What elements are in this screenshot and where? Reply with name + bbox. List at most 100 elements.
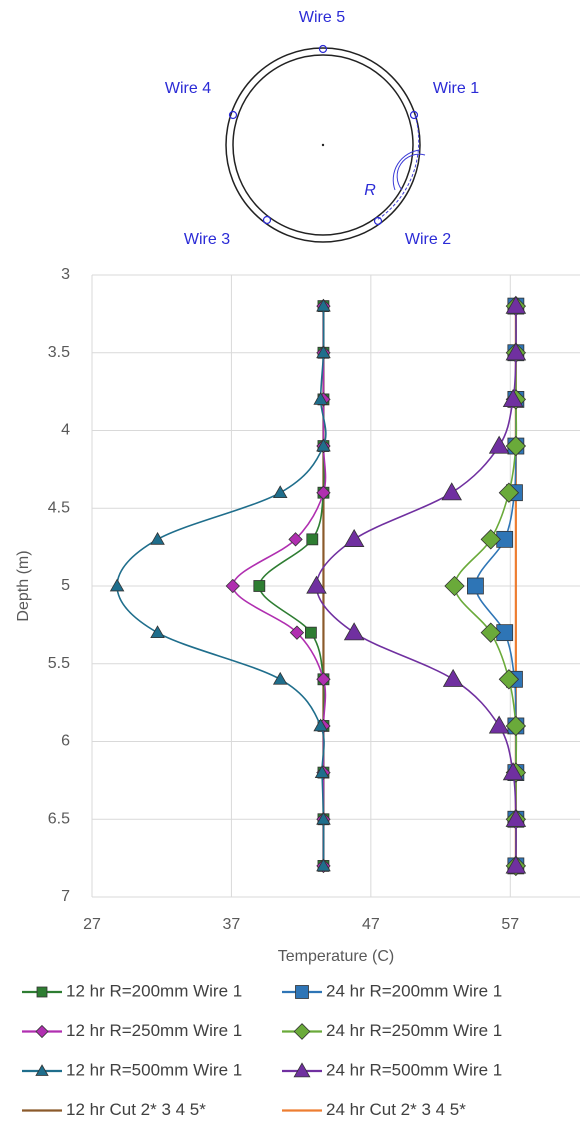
marker (150, 625, 165, 638)
marker (505, 855, 527, 874)
outer-ring (225, 47, 421, 243)
legend-item: 12 hr R=500mm Wire 1 (22, 1060, 242, 1079)
marker (505, 295, 527, 314)
x-tick-label: 37 (223, 916, 241, 933)
series (306, 295, 527, 874)
x-tick-label: 57 (501, 916, 519, 933)
y-tick-label: 4.5 (48, 499, 70, 516)
marker (288, 532, 303, 547)
wire-label: Wire 2 (405, 231, 451, 248)
y-tick-label: 6 (61, 733, 70, 750)
legend-item: 24 hr R=200mm Wire 1 (282, 981, 502, 1000)
wire-marker (228, 110, 238, 120)
marker (316, 485, 331, 500)
wire-label: Wire 4 (165, 80, 211, 97)
legend: 12 hr R=200mm Wire 1 24 hr R=200mm Wire 1… (22, 981, 502, 1119)
marker (316, 345, 331, 359)
center (321, 143, 325, 147)
wire-label: Wire 3 (184, 231, 230, 248)
legend-label: 12 hr R=250mm Wire 1 (66, 1021, 242, 1040)
y-tick-label: 7 (61, 888, 70, 905)
marker (316, 438, 331, 452)
legend-item: 12 hr R=250mm Wire 1 (22, 1021, 242, 1040)
marker (306, 533, 319, 546)
legend-item: 24 hr R=500mm Wire 1 (282, 1060, 502, 1079)
marker (36, 986, 48, 998)
marker (306, 575, 327, 594)
marker (343, 622, 365, 641)
marker (35, 1024, 49, 1039)
wire-label: Wire 5 (299, 9, 345, 26)
legend-item: 24 hr R=250mm Wire 1 (282, 1021, 502, 1040)
legend-label: 24 hr R=500mm Wire 1 (326, 1060, 502, 1079)
marker (253, 580, 266, 592)
marker (272, 485, 288, 499)
marker (498, 669, 520, 690)
marker (480, 529, 501, 550)
marker (498, 482, 520, 503)
grid (91, 274, 580, 898)
marker (316, 672, 331, 687)
y-tick-label: 5.5 (48, 655, 70, 672)
legend-label: 12 hr R=500mm Wire 1 (66, 1060, 242, 1079)
marker (272, 671, 288, 685)
marker (35, 1064, 49, 1076)
wire-marker (262, 215, 272, 225)
marker (505, 808, 527, 827)
legend-item: 12 hr Cut 2* 3 4 5* (22, 1100, 206, 1119)
marker (480, 622, 501, 643)
legend-item: 12 hr R=200mm Wire 1 (22, 981, 242, 1000)
y-tick-label: 3.5 (48, 344, 70, 361)
wire-marker (409, 110, 419, 120)
inner-ring (232, 54, 414, 236)
wire-marker (318, 44, 328, 54)
marker (442, 668, 464, 687)
legend-item: 24 hr Cut 2* 3 4 5* (282, 1100, 466, 1119)
marker (502, 762, 524, 781)
x-tick-label: 47 (362, 916, 380, 933)
marker (109, 578, 125, 592)
marker (444, 575, 465, 597)
marker (505, 435, 527, 457)
marker (293, 1062, 311, 1078)
marker (305, 626, 317, 639)
legend-label: 24 hr Cut 2* 3 4 5* (326, 1100, 466, 1119)
y-tick-label: 6.5 (48, 810, 70, 827)
marker (293, 1023, 311, 1040)
marker (441, 482, 463, 501)
marker (313, 718, 328, 732)
marker (467, 577, 484, 595)
wire-diagram: Wire 5 Wire 4 Wire 1 Wire 3 Wire 2 R (165, 9, 479, 248)
marker (225, 578, 240, 594)
series (109, 298, 331, 872)
radius-label: R (364, 182, 376, 199)
marker (343, 528, 365, 547)
x-axis-label: Temperature (C) (278, 948, 394, 965)
marker (316, 811, 331, 825)
marker (295, 985, 309, 999)
wire-markers (228, 44, 419, 226)
wire-marker (373, 216, 383, 226)
x-tick-label: 27 (83, 916, 101, 933)
marker (289, 625, 305, 640)
marker (488, 435, 510, 454)
legend-label: 12 hr Cut 2* 3 4 5* (66, 1100, 206, 1119)
marker (505, 342, 527, 361)
marker (505, 715, 527, 737)
marker (313, 391, 328, 405)
legend-label: 12 hr R=200mm Wire 1 (66, 981, 242, 1000)
legend-label: 24 hr R=250mm Wire 1 (326, 1021, 502, 1040)
y-tick-label: 5 (61, 577, 70, 594)
y-axis-label: Depth (m) (15, 550, 32, 621)
y-tick-label: 3 (61, 266, 70, 283)
legend-label: 24 hr R=200mm Wire 1 (326, 981, 502, 1000)
marker (502, 388, 524, 407)
y-tick-label: 4 (61, 422, 70, 439)
wire-label: Wire 1 (433, 80, 479, 97)
radius-arc (392, 149, 426, 191)
marker (316, 858, 331, 872)
marker (314, 765, 330, 778)
marker (488, 715, 510, 734)
marker (150, 531, 165, 545)
